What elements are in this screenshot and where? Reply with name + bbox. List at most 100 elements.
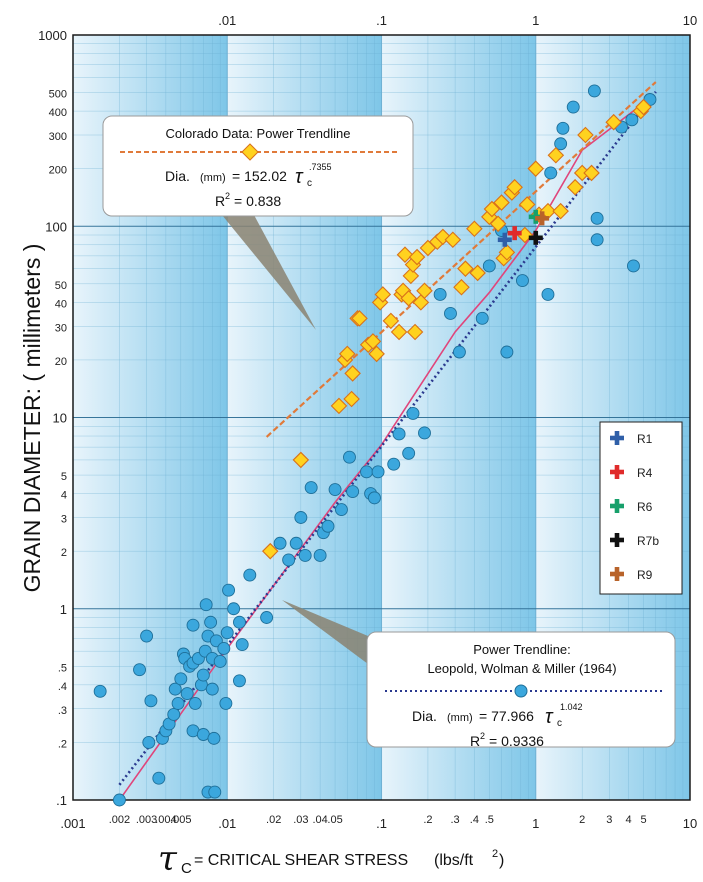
data-point-circle xyxy=(282,553,296,567)
leopold-eq-tau-sub: c xyxy=(557,718,562,729)
trendlines xyxy=(118,81,657,801)
leopold-legend-circle xyxy=(514,684,528,698)
data-point-diamond xyxy=(518,196,536,213)
data-point-circle xyxy=(304,481,318,495)
cross-bar-v xyxy=(614,499,620,513)
data-point-circle xyxy=(360,465,374,479)
x-tick-label: .05 xyxy=(327,814,342,826)
legend-label-r4: R4 xyxy=(637,466,653,480)
x-tick-label: 5 xyxy=(641,814,647,826)
leopold-trendline xyxy=(118,91,657,786)
data-point-diamond xyxy=(577,126,594,144)
data-point-circle xyxy=(243,568,257,582)
legend-items: R1 R4 R6 R7b R9 xyxy=(610,431,659,582)
data-point-circle xyxy=(625,113,639,127)
data-point-diamond xyxy=(408,248,426,266)
y-tick-label: 500 xyxy=(49,89,67,101)
data-point-circle xyxy=(205,682,219,696)
x-tick-label-top: .01 xyxy=(218,13,236,28)
y-tick-label: .5 xyxy=(58,662,67,674)
leopold-eq-prefix: Dia. xyxy=(412,708,437,724)
data-point-circle xyxy=(233,615,246,629)
data-point-diamond xyxy=(493,194,510,211)
x-tick-label: .03 xyxy=(293,814,308,826)
data-point-circle xyxy=(188,696,202,710)
data-point-circle xyxy=(590,211,604,225)
data-point-cross-r7b xyxy=(528,230,543,245)
leopold-r2-label: R xyxy=(470,733,480,749)
data-point-circle xyxy=(321,519,335,533)
x-tick-label: .3 xyxy=(451,814,460,826)
data-point-circle xyxy=(233,674,246,688)
x-tick-label: .5 xyxy=(485,814,494,826)
data-point-diamond xyxy=(547,147,565,164)
data-point-circle xyxy=(346,485,360,499)
data-point-circle xyxy=(392,427,406,441)
data-point-diamond xyxy=(605,113,622,131)
y-tick-label: 20 xyxy=(55,356,67,368)
x-tick-label: 10 xyxy=(683,816,697,831)
y-tick-label: .1 xyxy=(56,793,67,808)
data-point-diamond xyxy=(483,200,501,218)
data-point-diamond xyxy=(402,267,420,285)
data-point-circle xyxy=(544,166,558,180)
data-point-circle xyxy=(260,611,274,624)
x-axis-label-sub: C xyxy=(181,860,192,877)
colorado-callout: Colorado Data: Power Trendline Dia. (mm)… xyxy=(102,115,414,330)
data-point-circle xyxy=(174,672,188,686)
data-point-circle xyxy=(167,708,181,721)
legend-label-r6: R6 xyxy=(637,500,653,514)
data-point-circle xyxy=(289,536,303,550)
colorado-r2-sup: 2 xyxy=(225,191,230,201)
data-point-diamond xyxy=(469,264,486,282)
data-point-circle xyxy=(204,615,218,629)
data-point-diamond xyxy=(292,451,310,469)
data-point-circle xyxy=(335,503,348,517)
x-axis-label: τ C = CRITICAL SHEAR STRESS (lbs/ft 2 ) xyxy=(158,839,504,879)
y-tick-label: 100 xyxy=(45,219,67,234)
data-point-diamond xyxy=(583,164,600,182)
data-point-diamond xyxy=(368,345,385,363)
x-tick-label: .01 xyxy=(218,816,236,831)
leopold-callout-pointer xyxy=(282,600,368,664)
y-tick-label: 50 xyxy=(55,280,67,292)
data-point-cross-r9 xyxy=(535,211,550,226)
colorado-eq-tau-sub: c xyxy=(307,178,312,189)
data-point-circle xyxy=(402,446,416,460)
data-point-diamond xyxy=(330,397,348,415)
leopold-r2-value: = 0.9336 xyxy=(489,733,544,749)
legend-marker-r4 xyxy=(610,465,624,479)
data-point-circle xyxy=(444,306,457,320)
x-tick-label-top: .1 xyxy=(376,13,387,28)
cross-bar-v xyxy=(533,230,539,245)
data-point-circle xyxy=(566,100,580,114)
y-tick-label: 40 xyxy=(55,298,67,310)
data-point-circle xyxy=(627,259,640,273)
data-point-diamond xyxy=(374,286,392,303)
colorado-eq-unit: (mm) xyxy=(200,172,226,184)
data-point-circle xyxy=(500,345,514,359)
x-tick-label: .003 xyxy=(136,814,157,826)
data-point-circle xyxy=(554,137,568,151)
data-point-diamond xyxy=(390,323,408,341)
data-point-diamond xyxy=(506,178,523,196)
data-point-diamond xyxy=(344,365,361,382)
x-axis-label-symbol: τ xyxy=(158,839,178,879)
data-point-cross-r4 xyxy=(507,226,522,241)
data-point-circle xyxy=(220,626,234,640)
cross-bar-v xyxy=(614,431,620,445)
colorado-r2-value: = 0.838 xyxy=(234,193,281,209)
cross-bar-v xyxy=(502,232,508,247)
x-tick-label: .004 xyxy=(155,814,176,826)
data-point-diamond xyxy=(351,310,368,327)
data-point-circle xyxy=(133,663,146,677)
leopold-callout: Power Trendline: Leopold, Wolman & Mille… xyxy=(282,600,676,749)
data-point-diamond xyxy=(396,246,414,263)
data-point-circle xyxy=(294,511,308,524)
data-point-circle xyxy=(168,682,182,696)
data-point-diamond xyxy=(566,178,584,196)
y-tick-label: 4 xyxy=(61,490,67,502)
x-tick-label: .005 xyxy=(170,814,191,826)
cross-bar-v xyxy=(512,226,517,241)
data-point-diamond xyxy=(466,220,483,238)
